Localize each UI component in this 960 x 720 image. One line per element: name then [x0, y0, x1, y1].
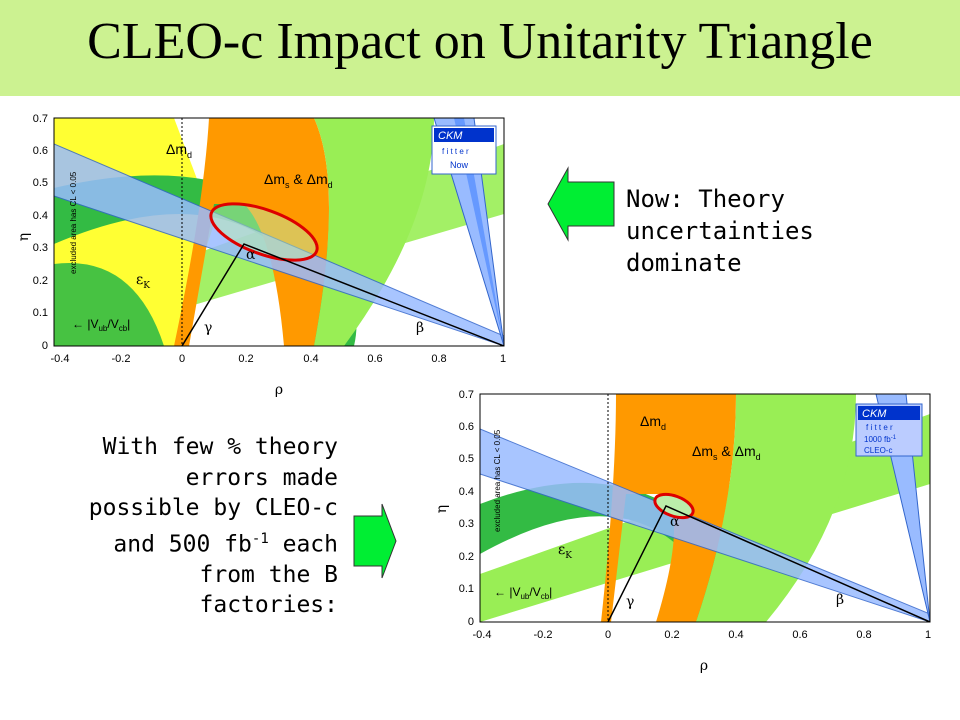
y-tick: 0.6 — [459, 421, 474, 433]
y-tick: 0.6 — [33, 145, 48, 157]
future-note-line: from the B — [199, 561, 338, 588]
svg-text:f i t t e r: f i t t e r — [442, 147, 469, 156]
now-note-line: dominate — [626, 249, 742, 277]
right-arrow-icon — [353, 503, 397, 579]
y-tick: 0.5 — [33, 177, 48, 189]
epsk-label: εK — [558, 542, 572, 561]
x-tick: 0.2 — [664, 629, 679, 641]
svg-text:1000 fb-1: 1000 fb-1 — [864, 435, 897, 444]
future-note-line: and 500 fb-1 each — [113, 530, 338, 558]
y-tick: 0.2 — [33, 275, 48, 287]
future-note-line: possible by CLEO-c — [88, 495, 338, 521]
x-tick: 0 — [605, 629, 611, 641]
vub-vcb-label: ← |Vub/Vcb| — [494, 585, 552, 601]
y-tick: 0.4 — [33, 210, 48, 222]
svg-text:CKM: CKM — [862, 408, 887, 420]
svg-text:CLEO-c: CLEO-c — [864, 446, 892, 455]
y-tick: 0.3 — [459, 518, 474, 530]
x-tick: 0.6 — [367, 353, 382, 365]
excluded-area-label: excluded area has CL < 0.05 — [69, 171, 78, 274]
x-axis-label: ρ — [700, 658, 708, 674]
title-bar — [0, 0, 960, 96]
future-note-line: factories: — [199, 592, 338, 619]
excluded-area-label: excluded area has CL < 0.05 — [493, 429, 502, 532]
x-tick: 0.2 — [238, 353, 253, 365]
y-tick: 0 — [42, 340, 48, 352]
y-axis-label: η — [16, 233, 32, 241]
slide-title: CLEO-c Impact on Unitarity Triangle — [87, 13, 873, 70]
svg-text:f i t t e r: f i t t e r — [866, 423, 893, 432]
gamma-label: γ — [626, 594, 634, 610]
y-tick: 0 — [468, 616, 474, 628]
y-tick: 0.1 — [33, 307, 48, 319]
epsk-label: εK — [136, 272, 150, 291]
y-tick: 0.3 — [33, 242, 48, 254]
x-tick: 1 — [500, 353, 506, 365]
gamma-label: γ — [204, 320, 212, 336]
y-tick: 0.5 — [459, 453, 474, 465]
ckmfitter-logo: CKM f i t t e r 1000 fb-1 CLEO-c — [855, 403, 923, 457]
ckmfitter-logo: CKM f i t t e r Now — [431, 125, 497, 175]
beta-label: β — [836, 592, 844, 608]
future-note-line: errors made — [185, 464, 338, 491]
x-tick: 0.8 — [856, 629, 871, 641]
y-tick: 0.1 — [459, 583, 474, 595]
left-arrow-icon — [547, 166, 615, 242]
svg-text:Now: Now — [450, 160, 469, 170]
x-tick: -0.2 — [534, 629, 553, 641]
x-tick: -0.4 — [51, 353, 70, 365]
ckm-plot-now: 0 0.1 0.2 0.3 0.4 0.5 0.6 0.7 -0.4 -0.2 … — [16, 113, 506, 398]
alpha-label: α — [246, 247, 256, 263]
ckm-plot-future: 0 0.1 0.2 0.3 0.4 0.5 0.6 0.7 -0.4 -0.2 … — [436, 389, 931, 674]
y-axis-label: η — [436, 505, 450, 513]
dmd-label: Δmd — [640, 413, 666, 432]
now-note: Now: Theory uncertainties dominate — [626, 183, 814, 279]
y-tick: 0.4 — [459, 486, 474, 498]
dmd-label: Δmd — [166, 141, 192, 160]
x-tick: 0 — [179, 353, 185, 365]
x-tick: 0.4 — [728, 629, 743, 641]
future-note: With few % theory errors made possible b… — [24, 432, 338, 621]
y-tick: 0.7 — [33, 113, 48, 125]
svg-text:CKM: CKM — [438, 130, 463, 142]
x-tick: -0.4 — [473, 629, 492, 641]
x-tick: 0.6 — [792, 629, 807, 641]
x-axis-label: ρ — [275, 382, 283, 398]
dms-dmd-label: Δms & Δmd — [692, 443, 761, 462]
x-tick: 0.8 — [431, 353, 446, 365]
x-tick: 1 — [925, 629, 931, 641]
dms-dmd-label: Δms & Δmd — [264, 171, 333, 190]
x-tick: 0.4 — [303, 353, 318, 365]
y-tick: 0.2 — [459, 551, 474, 563]
y-tick: 0.7 — [459, 389, 474, 401]
vub-vcb-label: ← |Vub/Vcb| — [72, 317, 130, 333]
alpha-label: α — [670, 514, 680, 530]
x-tick: -0.2 — [112, 353, 131, 365]
now-note-line: Now: Theory — [626, 185, 785, 213]
future-note-line: With few % theory — [102, 434, 338, 460]
beta-label: β — [416, 320, 424, 336]
now-note-line: uncertainties — [626, 217, 814, 245]
